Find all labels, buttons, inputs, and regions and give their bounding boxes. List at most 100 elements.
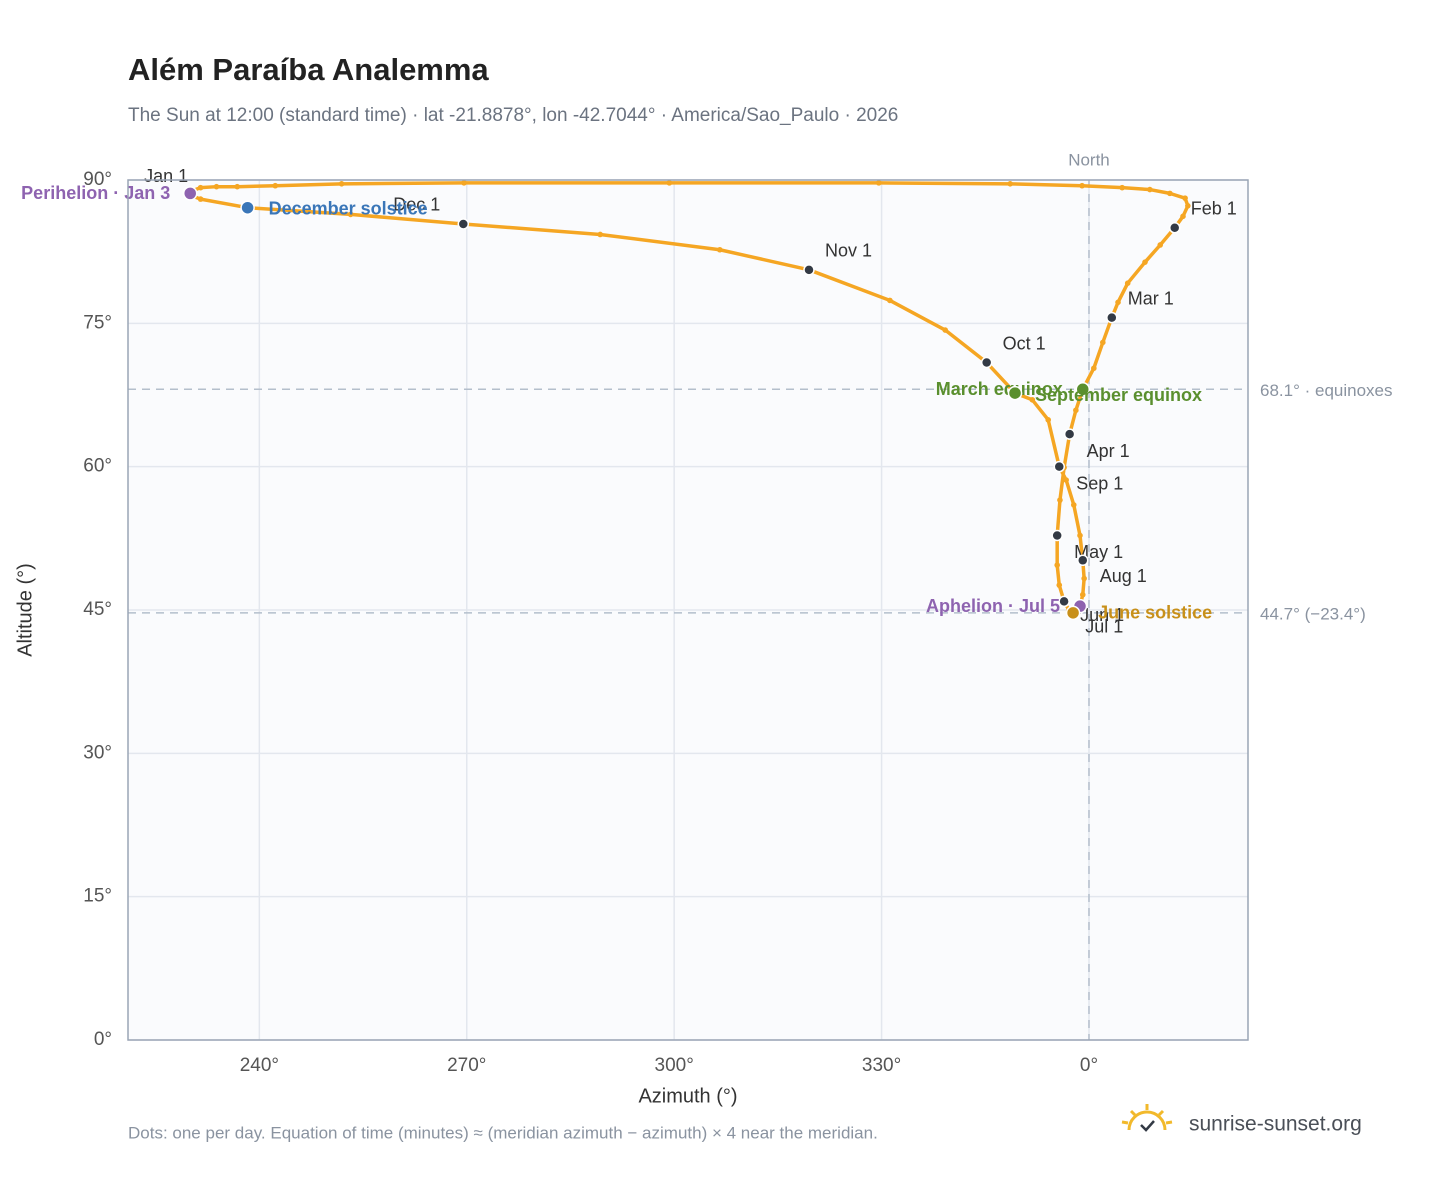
- daily-dot: [1142, 259, 1148, 265]
- event-marker: [182, 186, 198, 201]
- reference-lines: [128, 180, 1248, 1040]
- month-marker: [1168, 222, 1181, 234]
- daily-dot: [197, 184, 204, 191]
- month-marker: [1063, 428, 1076, 440]
- reference-label: North: [1068, 150, 1110, 169]
- daily-dot: [1079, 182, 1085, 189]
- month-marker: [1077, 554, 1089, 567]
- month-marker: [1106, 311, 1118, 324]
- month-label: Jan 1: [144, 166, 188, 186]
- daily-dot: [1091, 365, 1097, 372]
- daily-dot: [1081, 575, 1087, 582]
- daily-dot: [1124, 280, 1131, 287]
- month-label: Jul 1: [1085, 617, 1123, 637]
- daily-dot: [461, 180, 467, 186]
- y-tick-label: 90°: [83, 169, 112, 190]
- x-tick-label: 330°: [862, 1055, 901, 1076]
- event-label: Aphelion · Jul 5: [926, 596, 1060, 616]
- daily-dot: [597, 231, 603, 238]
- y-tick-label: 75°: [83, 312, 112, 333]
- x-tick-label: 300°: [655, 1055, 694, 1076]
- event-marker: [1065, 605, 1081, 621]
- y-axis-label: Altitude (°): [14, 563, 36, 657]
- daily-dot: [1045, 417, 1051, 423]
- month-label: Apr 1: [1087, 441, 1130, 461]
- daily-dot: [213, 183, 220, 190]
- x-tick-label: 240°: [240, 1055, 279, 1076]
- month-label: Dec 1: [393, 195, 440, 215]
- daily-dot: [234, 183, 241, 190]
- daily-dot: [347, 211, 354, 218]
- chart-subtitle: The Sun at 12:00 (standard time) · lat -…: [128, 105, 898, 126]
- event-label: Perihelion · Jan 3: [21, 183, 170, 203]
- event-marker: [240, 200, 255, 215]
- month-marker: [1058, 595, 1070, 608]
- y-tick-label: 0°: [94, 1029, 112, 1050]
- footnote: Dots: one per day. Equation of time (min…: [128, 1123, 878, 1142]
- event-label: March equinox: [936, 379, 1063, 399]
- daily-dot: [1063, 477, 1069, 483]
- daily-dot: [1119, 184, 1125, 191]
- daily-dot: [887, 297, 893, 304]
- month-marker: [457, 218, 470, 230]
- daily-dot: [1100, 339, 1106, 346]
- daily-dot: [1029, 396, 1036, 403]
- event-marker: [1075, 382, 1091, 397]
- month-marker: [980, 356, 993, 369]
- y-tick-label: 15°: [83, 886, 112, 907]
- daily-dot: [197, 196, 204, 202]
- daily-dot: [717, 246, 723, 253]
- daily-dot: [1054, 562, 1060, 568]
- x-tick-label: 0°: [1080, 1055, 1098, 1076]
- y-tick-label: 60°: [83, 456, 112, 477]
- event-marker: [1007, 385, 1023, 401]
- daily-dot: [1185, 203, 1191, 209]
- ticks: 0° 15° 30° 45° 60° 75° 90° 240° 270° 300° 330° 0° 68…: [83, 150, 1392, 1076]
- daily-dot: [666, 180, 673, 186]
- month-marker: [803, 264, 815, 276]
- daily-dot: [1182, 195, 1188, 201]
- daily-dot: [1115, 299, 1121, 306]
- daily-dot: [1147, 186, 1153, 193]
- plot-border: [127, 179, 1249, 1041]
- daily-dot: [1157, 242, 1163, 248]
- x-tick-label: 270°: [447, 1055, 486, 1076]
- daily-dot: [338, 181, 345, 187]
- x-axis-label: Azimuth (°): [638, 1085, 737, 1107]
- reference-label: 68.1° · equinoxes: [1260, 381, 1393, 400]
- daily-dot: [1073, 407, 1079, 414]
- daily-dot: [942, 327, 948, 333]
- brand: sunrise-sunset.org: [1189, 1113, 1362, 1136]
- daily-dot: [1077, 532, 1083, 539]
- daily-dot: [272, 182, 279, 189]
- daily-dot: [876, 180, 882, 186]
- daily-dot: [1070, 502, 1077, 508]
- chart-title: Além Paraíba Analemma: [128, 52, 489, 87]
- daily-dot: [1007, 181, 1013, 187]
- event-label: December solstice: [269, 198, 428, 218]
- event-label: June solstice: [1098, 603, 1212, 623]
- y-tick-label: 45°: [83, 599, 112, 620]
- daily-dot: [1079, 591, 1086, 598]
- month-label: Aug 1: [1100, 566, 1147, 586]
- month-label: Mar 1: [1128, 288, 1174, 308]
- month-label: Jun 1: [1080, 605, 1124, 625]
- grid: [128, 179, 1248, 1041]
- month-label: Feb 1: [1191, 199, 1237, 219]
- month-label: Sep 1: [1076, 473, 1123, 493]
- daily-dot: [1057, 497, 1063, 503]
- brand-logo: [1121, 1104, 1173, 1132]
- month-marker: [1051, 529, 1063, 542]
- month-label: Oct 1: [1003, 333, 1046, 353]
- month-label: Nov 1: [825, 241, 872, 261]
- event-label: September equinox: [1035, 385, 1202, 405]
- daily-dot: [1056, 582, 1063, 588]
- reference-label: 44.7° (−23.4°): [1260, 604, 1366, 623]
- y-tick-label: 30°: [83, 742, 112, 763]
- daily-dot: [1180, 213, 1186, 220]
- month-marker: [1053, 460, 1066, 473]
- daily-dot: [1167, 190, 1173, 197]
